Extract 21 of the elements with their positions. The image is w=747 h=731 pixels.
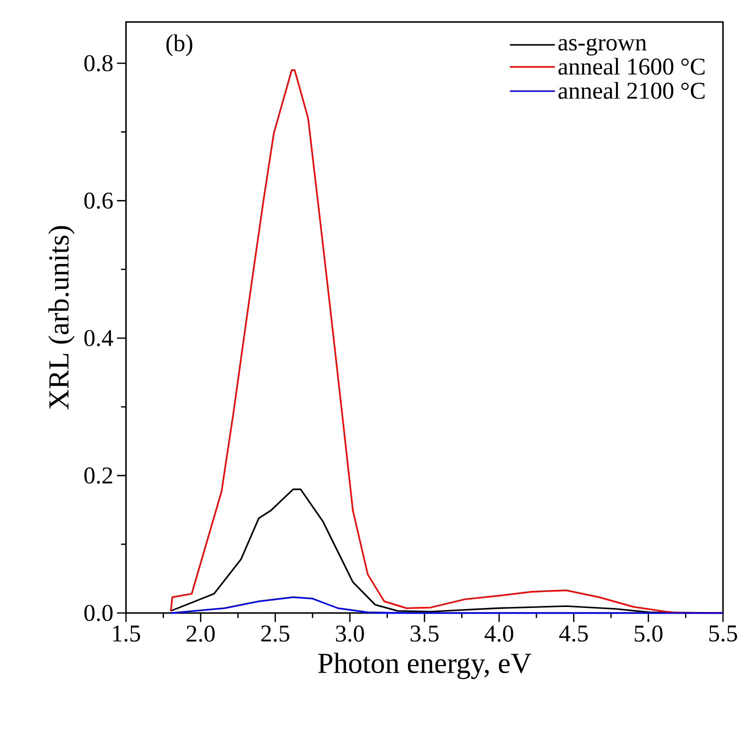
y-tick-label: 0.6 <box>84 192 113 209</box>
x-tick-label: 2.0 <box>186 626 215 642</box>
x-tick-label: 3.0 <box>336 626 364 642</box>
x-tick-label: 4.5 <box>559 626 588 642</box>
x-axis-title: Photon energy, eV <box>318 652 532 680</box>
legend-label: anneal 2100 °C <box>558 82 705 99</box>
x-tick-label: 5.5 <box>709 626 738 642</box>
x-tick-label: 1.5 <box>113 626 140 642</box>
y-axis-title: XRL (arb.units) <box>48 226 75 410</box>
y-tick-label: 0.8 <box>84 55 113 72</box>
y-tick-label: 0.0 <box>84 604 113 622</box>
annotation: (b) <box>166 34 192 56</box>
y-tick-label: 0.4 <box>84 330 114 346</box>
legend-label: as-grown <box>558 38 647 56</box>
y-tick-label: 0.2 <box>84 467 112 484</box>
x-tick-label: 4.0 <box>484 626 514 642</box>
x-tick-label: 2.5 <box>261 626 290 642</box>
x-tick-label: 5.0 <box>634 626 662 642</box>
line-series <box>170 596 724 614</box>
legend-label: anneal 1600 °C <box>558 58 705 75</box>
x-tick-label: 3.5 <box>410 626 439 642</box>
